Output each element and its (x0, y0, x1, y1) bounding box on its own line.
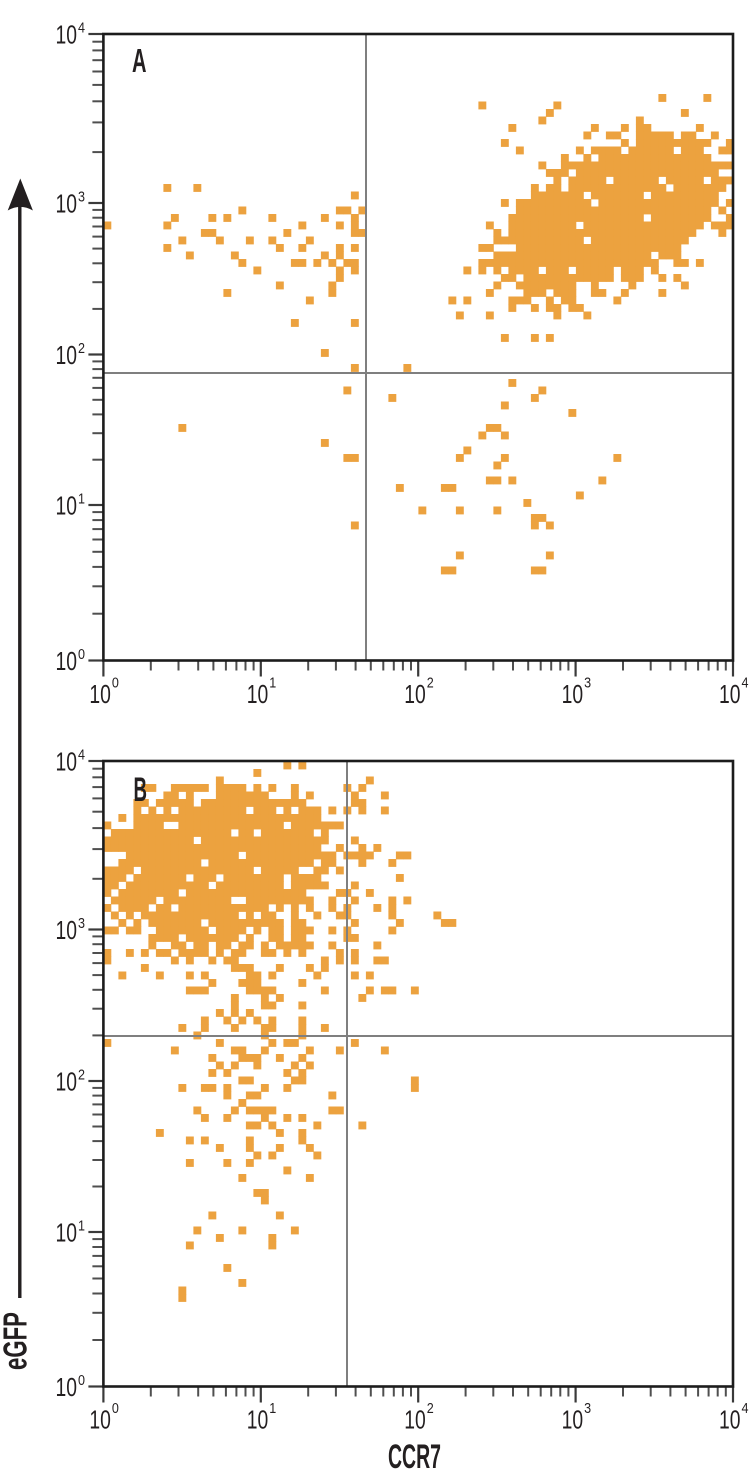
svg-text:3: 3 (584, 676, 591, 692)
svg-text:10: 10 (247, 1405, 268, 1435)
svg-text:4: 4 (78, 21, 85, 37)
svg-text:1: 1 (78, 492, 85, 508)
svg-text:0: 0 (78, 1373, 85, 1389)
svg-text:10: 10 (56, 646, 78, 676)
svg-text:2: 2 (78, 1068, 85, 1084)
svg-text:10: 10 (562, 1405, 584, 1435)
svg-text:10: 10 (56, 915, 78, 945)
svg-text:0: 0 (112, 1401, 119, 1417)
svg-text:2: 2 (427, 1401, 434, 1417)
svg-text:4: 4 (742, 676, 749, 692)
svg-text:10: 10 (89, 1405, 111, 1435)
svg-text:10: 10 (56, 1066, 78, 1096)
svg-text:10: 10 (719, 679, 741, 709)
svg-text:10: 10 (56, 746, 78, 776)
svg-text:10: 10 (56, 1372, 78, 1402)
svg-text:10: 10 (562, 679, 584, 709)
svg-text:2: 2 (427, 676, 434, 692)
svg-text:3: 3 (78, 190, 85, 206)
svg-text:3: 3 (78, 916, 85, 932)
svg-text:10: 10 (719, 1405, 741, 1435)
svg-text:2: 2 (78, 341, 85, 357)
svg-text:B: B (134, 771, 148, 809)
svg-text:10: 10 (56, 19, 78, 49)
svg-text:10: 10 (56, 188, 78, 218)
svg-text:4: 4 (78, 748, 85, 764)
svg-text:10: 10 (56, 1217, 78, 1247)
svg-text:A: A (132, 42, 147, 79)
svg-text:1: 1 (269, 676, 276, 692)
svg-text:CCR7: CCR7 (388, 1438, 441, 1473)
svg-text:4: 4 (742, 1401, 749, 1417)
svg-text:10: 10 (56, 490, 78, 520)
svg-text:eGFP: eGFP (0, 1312, 34, 1370)
svg-text:3: 3 (584, 1401, 591, 1417)
svg-text:1: 1 (78, 1219, 85, 1235)
svg-text:10: 10 (89, 679, 111, 709)
svg-text:10: 10 (404, 1405, 426, 1435)
svg-text:0: 0 (78, 647, 85, 663)
svg-text:0: 0 (112, 676, 119, 692)
svg-text:10: 10 (247, 679, 268, 709)
svg-text:10: 10 (404, 679, 426, 709)
svg-text:10: 10 (56, 340, 78, 370)
svg-text:1: 1 (269, 1401, 276, 1417)
